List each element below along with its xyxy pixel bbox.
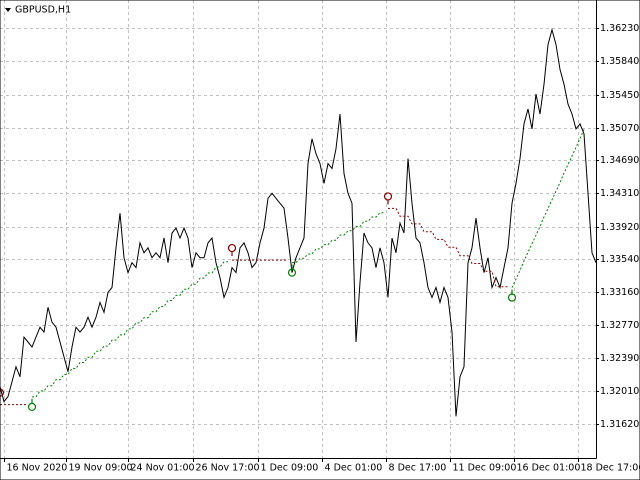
x-tick-label: 8 Dec 17:00 bbox=[389, 463, 447, 474]
x-tick-label: 16 Dec 01:00 bbox=[517, 463, 581, 474]
x-tick-label: 4 Dec 01:00 bbox=[325, 463, 383, 474]
y-tick-label: 1.32390 bbox=[600, 353, 639, 364]
menu-arrow[interactable] bbox=[5, 8, 11, 12]
price-line bbox=[0, 27, 597, 417]
y-tick-label: 1.34310 bbox=[600, 188, 639, 199]
y-tick-label: 1.35450 bbox=[600, 90, 639, 101]
y-tick-label: 1.36230 bbox=[600, 23, 639, 34]
y-tick-label: 1.33160 bbox=[600, 287, 639, 298]
chart-title: GBPUSD,H1 bbox=[15, 5, 71, 16]
y-tick-label: 1.35840 bbox=[600, 56, 639, 67]
x-tick-label: 24 Nov 01:00 bbox=[131, 463, 195, 474]
x-tick-label: 1 Dec 09:00 bbox=[261, 463, 319, 474]
y-tick-label: 1.32770 bbox=[600, 320, 639, 331]
y-tick-label: 1.33920 bbox=[600, 222, 639, 233]
x-tick-label: 26 Nov 17:00 bbox=[196, 463, 260, 474]
grid bbox=[0, 0, 596, 458]
plot bbox=[0, 27, 597, 417]
y-tick-label: 1.31620 bbox=[600, 419, 639, 430]
x-tick-label: 11 Dec 09:00 bbox=[453, 463, 517, 474]
x-tick-label: 19 Nov 09:00 bbox=[69, 463, 133, 474]
y-tick-label: 1.35070 bbox=[600, 123, 639, 134]
x-tick-label: 16 Nov 2020 bbox=[7, 463, 68, 474]
y-tick-label: 1.32010 bbox=[600, 386, 639, 397]
stop-line bbox=[0, 207, 508, 406]
signal-marker bbox=[0, 388, 5, 397]
stop-line bbox=[32, 129, 585, 398]
y-tick-label: 1.34690 bbox=[600, 155, 639, 166]
y-tick-label: 1.33540 bbox=[600, 254, 639, 265]
x-tick-label: 18 Dec 17:00 bbox=[581, 463, 640, 474]
